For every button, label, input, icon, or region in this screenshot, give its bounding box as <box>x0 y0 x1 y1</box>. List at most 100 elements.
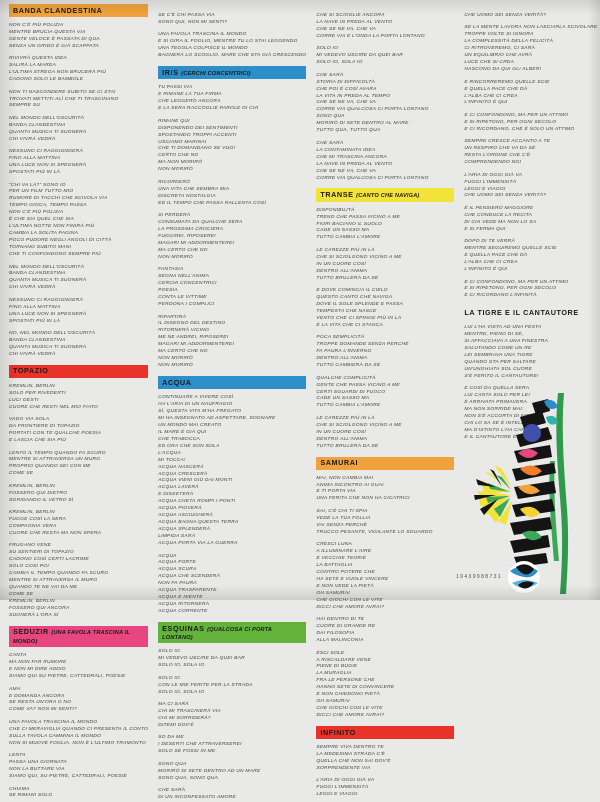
stanza: RIMANE QUI DISPONENDO DEI SENTIMENTI SPOST… <box>158 119 306 175</box>
lyric-line: CERTI SGUARDI DI FUOCO <box>316 389 386 395</box>
lyric-line: ACQUA CHETA ROMPI I PONTI <box>158 499 236 505</box>
lyric-line: ESCI SOLE <box>316 650 345 656</box>
lyric-line: È IL PENSIERO MAGGIORE <box>464 205 534 211</box>
lyric-line: NON C'È PIÙ POLIZIA <box>9 22 64 28</box>
stanza: NO, NEL MONDO DELL'OSCURITÀ BANDA CLANDES… <box>9 331 148 359</box>
stanza: RIVIVRÀ QUESTA IDEA SALIRÀ LA MAREA L'ULTI… <box>9 56 148 84</box>
lyric-line: NON SI MUOVE FOGLIA, NON È L'ULTIMO TRAM… <box>9 740 147 746</box>
song-subtitle-text: (CANTO CHE NAVIGA) <box>356 192 420 199</box>
lyric-line: NO, NEL MONDO DELL'OSCURITÀ <box>9 331 96 337</box>
stanza: QUALCHE COMPLICITÀ GENTE CHE PASSA VICINO… <box>316 376 454 411</box>
lyric-line: DENTRO ALL'ANIMA <box>316 268 368 274</box>
song-title-text: IRIS <box>162 67 179 77</box>
lyric-line: E SI GIRA IL FOGLIO, MENTRE TU LO STAI L… <box>158 39 298 45</box>
lyric-line: SPOSTATI PIÙ IN LÀ <box>9 170 61 176</box>
lyric-line: ED ORA CHE SON SOLA <box>158 443 220 449</box>
stanza: E CI CONFONDONO, MA PER UN ATTIMO E SI RI… <box>464 280 600 301</box>
lyric-line: CANTA <box>9 653 27 659</box>
lyric-line: POCO PUDORE NEGLI ANGOLI DI CITTÀ <box>9 238 112 244</box>
lyric-line: E IL CANTAUTORE È IMPAZZITO...) <box>464 435 553 441</box>
lyrics-column-2: SE C'È CHI PASSA VIA SONO QUI, NON MI SEN… <box>153 4 311 800</box>
lyric-line: DICCI CHE AMORE AVRAI? <box>316 604 385 610</box>
lyric-line: ACQUA TRASPARENTE <box>158 588 217 594</box>
lyric-line: CERCHI CONCENTRICI <box>158 281 217 287</box>
song-title-text: SEDUZIR <box>13 627 49 637</box>
song-title-la-tigre-e-il-cantautore: LA TIGRE E IL CANTAUTORE <box>464 306 600 319</box>
lyric-line: LA MEDESIMA STRADA C'È <box>316 751 386 757</box>
stanza: FANTASIA SEGNA NELL'ANIMA CERCHI CONCENTRI… <box>158 267 306 309</box>
lyric-line: CORRE VIA E L'ONDA LA PORTA LONTANO <box>316 33 425 39</box>
lyric-line: SGRIDANDO IL VETRO SÌ <box>9 497 74 503</box>
stanza: MA CI SARÀ CHI MI TRASCINERÀ VIA CHI MI SO… <box>158 702 306 730</box>
lyric-line: LE CAREZZE PIÙ IN LÀ <box>316 415 375 421</box>
stanza: SOLO IO CON LE MIE FERITE PER LA STRADA SO… <box>158 676 306 697</box>
lyric-line: CHE POI È COSÌ AVARA <box>316 86 377 92</box>
lyric-line: KREMLIN, BERLIN <box>9 383 55 389</box>
lyric-line: CHE SARÀ <box>316 140 344 146</box>
stanza: RICORDERÒ UNA VITA CHE SEMBRA MIA DISCRETA… <box>158 180 306 208</box>
stanza: FRUGANO VENE SU SENTIERI DI TOPAZIO CADONO… <box>9 543 148 619</box>
lyric-line: TEMPO GIOCA, TEMPO PASSA <box>9 203 87 209</box>
lyric-line: CUORE CHE RESTI NEL MIO FIATO <box>9 404 99 410</box>
lyric-line: QUANDO STA PER SALTARE <box>464 360 536 366</box>
lyric-line: UN MONDO MAI CREATO <box>158 422 222 428</box>
lyric-line: CORRE VIA QUALCOSA CI PORTA LONTANO <box>316 175 429 181</box>
lyric-line: QUANTA MUSICA TI SUONERÀ <box>9 129 87 135</box>
lyric-line: MENTRE SI ATTRAVERSA UN MURO <box>9 457 101 463</box>
stanza: LE CAREZZE PIÙ IN LÀ CHE SI SCIOLGONO VIC… <box>316 248 454 283</box>
lyric-line: QUALCHE COMPLICITÀ <box>316 375 376 381</box>
stanza: NEL MONDO DELL'OSCURITÀ BANDA CLANDESTINA… <box>9 116 148 144</box>
lyric-line: CHE MI TRASCINA ANCORA <box>316 154 387 160</box>
lyric-line: FUGGI L'IMMENSITÀ <box>316 785 369 791</box>
stanza: SAI, C'È CHI TI SPIA VEDE LA TUA FOLLIA VA… <box>316 509 454 537</box>
lyric-line: NON MORIRÒ <box>158 254 193 260</box>
song-title-seduzir: SEDUZIR (UNA FAVOLA TRASCINA IL MONDO) <box>9 625 149 648</box>
stanza: ACQUA ACQUA FORTE ACQUA SCURA ACQUA CHE SCE… <box>158 554 306 617</box>
lyric-line: CON LE MIE FERITE PER LA STRADA <box>158 682 253 688</box>
lyric-line: LA PROSSIMA CROCIERA <box>158 227 224 233</box>
lyric-line: CHI VIVRÀ VEDRÀ <box>9 136 56 142</box>
lyric-line: DISPONIBILITÀ <box>316 207 355 213</box>
stanza: SE LA MENTE LAVORA NON LASCIARLA SCIVOLA… <box>464 25 600 74</box>
lyric-line: E RINCORREREMO QUELLE SCIE <box>464 79 550 85</box>
lyric-line: OH SAMURAI <box>316 699 350 705</box>
lyric-line: SOLO IO <box>158 675 181 681</box>
lyric-line: GENTE CHE PASSA VICINO A ME <box>316 382 400 388</box>
song-block: LA TIGRE E IL CANTAUTORE LUI L'HA VISTA … <box>464 306 600 442</box>
lyric-line: UNA FERITA CHE NON HA CICATRICI <box>316 496 410 502</box>
lyric-line: E NON MI DIRE ADDIO <box>9 667 66 673</box>
lyric-line: CHE GIOCHI CON LE VITE <box>316 597 383 603</box>
lyric-line: L'ACQUA <box>158 450 181 456</box>
lyric-line: TRUCCO PESANTE, VIGILANTE LO SGUARDO <box>316 529 433 535</box>
stanza: E COSÌ DA QUELLA SERA LUI CANTA SOLO PER … <box>464 386 600 442</box>
lyric-line: TEMPESTA CHE NASCE <box>316 309 377 314</box>
lyric-line: HA SETE E VUOLE VINCERE <box>316 576 389 582</box>
lyric-line: DITEMI DOV'È <box>158 722 194 728</box>
lyric-line: CADONO SOLO LE BAMBOLE <box>9 77 84 83</box>
lyric-line: VEDE LA TUA FOLLIA <box>316 515 371 521</box>
lyric-line: CI RITROVEREMO, CI SARÀ <box>464 46 536 52</box>
lyric-line: L'ULTIMA STREGA NON BRUCERÀ PIÙ <box>9 70 107 76</box>
stanza: L'ARIA DI OGGI GIÀ VA FUGGI L'IMMENSITÀ LE… <box>316 778 454 799</box>
lyric-line: TU PASSI VIA <box>158 85 193 91</box>
lyric-line: VAI SENZA PERCHÉ <box>316 522 368 528</box>
lyric-line: QUANTA MUSICA TI SUONERÀ <box>9 345 87 351</box>
lyric-line: PASSA UNA GIORNATA <box>9 760 67 766</box>
lyric-line: NEL MONDO DELL'OSCURITÀ <box>9 264 85 270</box>
lyric-line: CHE SE NE VA, CHE VA <box>316 168 376 174</box>
lyric-line: VADO VIA SOLA <box>9 417 50 423</box>
lyric-line: E SI RIPETONO, PER OGNI SECOLO <box>464 119 557 125</box>
stanza: SI PERDERÀ CONSUMATA DA QUALCHE SERA LA PR… <box>158 213 306 262</box>
lyric-line: L'INFINITO È QUI <box>464 267 508 273</box>
stanza: CONTINUARE A VIVERE COSÌ HA L'ARIA DI UN … <box>158 395 306 548</box>
lyric-line: CADE UN SASSO MA <box>316 396 370 402</box>
stanza: CHE SARÀ LA CONTAMINATA IDEA CHE MI TRASCI… <box>316 141 454 183</box>
song-title-topazio: TOPAZIO <box>9 364 149 378</box>
lyric-line: SONO QUA <box>316 114 345 120</box>
lyric-line: CERTO CHE NO <box>158 153 199 159</box>
stanza: DOPO DI TE VERRÀ MENTRE SEGUIREMO QUELLE … <box>464 239 600 274</box>
lyrics-columns: BANDA CLANDESTINA NON C'È PIÙ POLIZIA MEN… <box>4 4 597 800</box>
lyric-line: LA NAVE IN PREDA AL VENTO <box>316 161 393 167</box>
lyric-line: ACQUA CORRENTE <box>158 609 208 615</box>
